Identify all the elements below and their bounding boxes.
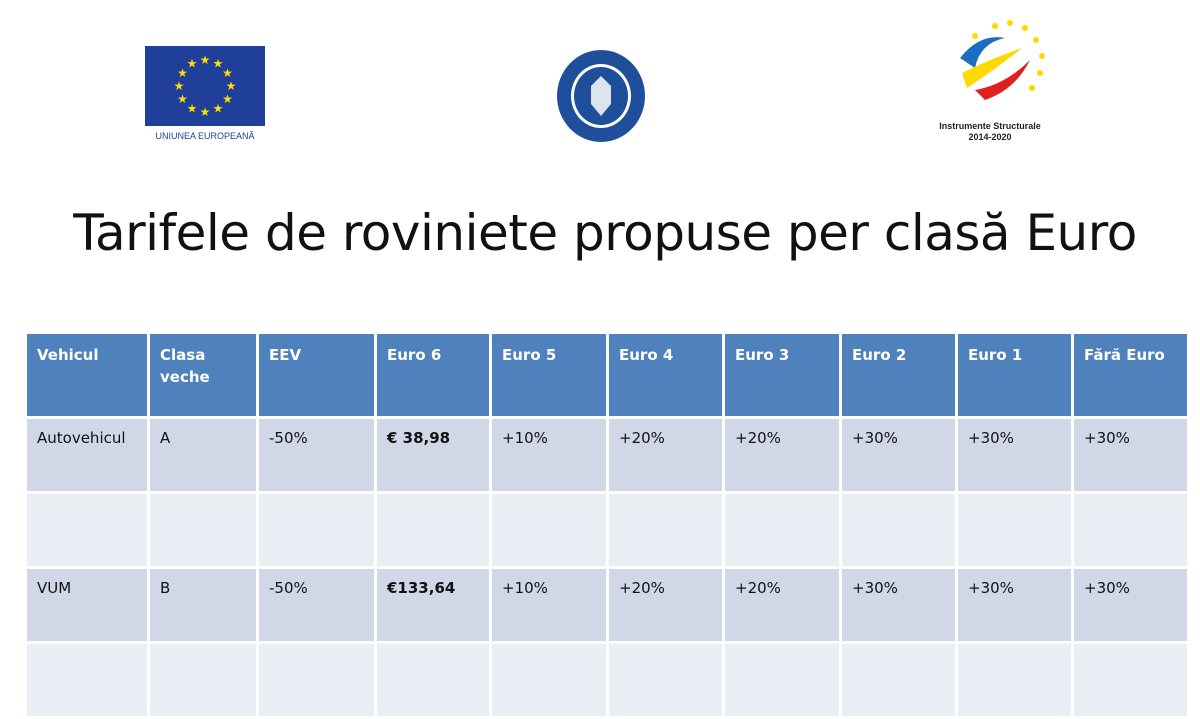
star-icon: ★: [177, 92, 188, 106]
table-row: [24, 641, 1190, 719]
structural-instruments-logo: [950, 18, 1060, 123]
star-icon: ★: [187, 56, 198, 70]
column-header: Euro 5: [489, 331, 609, 419]
table-cell: €133,64: [374, 566, 492, 644]
column-header: Euro 2: [839, 331, 958, 419]
table-cell: [722, 641, 842, 719]
table-cell: [489, 641, 609, 719]
table-cell: B: [147, 566, 259, 644]
table-cell: +30%: [1071, 566, 1190, 644]
table-cell: [955, 491, 1074, 569]
star-icon: ★: [177, 66, 188, 80]
slide-title: Tarifele de roviniete propuse per clasă …: [73, 204, 1137, 262]
table-cell: [256, 641, 377, 719]
eu-caption: UNIUNEA EUROPEANĂ: [155, 131, 255, 141]
table-row: [24, 491, 1190, 569]
table-cell: +30%: [839, 416, 958, 494]
star-icon: ★: [213, 102, 224, 116]
table-cell: +10%: [489, 566, 609, 644]
column-header: Fără Euro: [1071, 331, 1190, 419]
table-cell: [1071, 491, 1190, 569]
table-cell: [955, 641, 1074, 719]
romanian-government-seal-logo: [553, 48, 649, 149]
table-cell: [147, 641, 259, 719]
table-cell: [24, 641, 150, 719]
caption-line: Instrumente Structurale: [939, 121, 1041, 131]
table-cell: +10%: [489, 416, 609, 494]
star-icon: ★: [174, 79, 185, 93]
table-cell: € 38,98: [374, 416, 492, 494]
table-cell: A: [147, 416, 259, 494]
structural-instruments-caption: Instrumente Structurale 2014-2020: [920, 121, 1060, 143]
table-cell: [606, 641, 725, 719]
table-cell: [722, 491, 842, 569]
table-cell: [374, 641, 492, 719]
table-cell: +30%: [839, 566, 958, 644]
table-cell: -50%: [256, 416, 377, 494]
table-cell: [256, 491, 377, 569]
column-header: Euro 1: [955, 331, 1074, 419]
table-cell: +20%: [722, 566, 842, 644]
star-icon: ★: [200, 105, 211, 119]
star-icon: ★: [213, 56, 224, 70]
table-cell: [839, 491, 958, 569]
table-cell: [374, 491, 492, 569]
table-cell: +30%: [955, 416, 1074, 494]
column-header: Euro 4: [606, 331, 725, 419]
column-header: Clasa veche: [147, 331, 259, 419]
caption-line: 2014-2020: [968, 132, 1012, 142]
table-cell: +30%: [1071, 416, 1190, 494]
table-cell: Autovehicul: [24, 416, 150, 494]
table-cell: -50%: [256, 566, 377, 644]
table-row: VUM B -50% €133,64 +10% +20% +20% +30% +30% +30%: [24, 566, 1190, 644]
column-header: EEV: [256, 331, 377, 419]
column-header: Euro 6: [374, 331, 492, 419]
table-cell: VUM: [24, 566, 150, 644]
star-icon: ★: [226, 79, 237, 93]
table-cell: [839, 641, 958, 719]
table-cell: [1071, 641, 1190, 719]
table-row: Autovehicul A -50% € 38,98 +10% +20% +20% +30% +…: [24, 416, 1190, 494]
table-cell: +30%: [955, 566, 1074, 644]
table-cell: [147, 491, 259, 569]
star-icon: ★: [222, 92, 233, 106]
table-cell: [24, 491, 150, 569]
table-cell: +20%: [606, 416, 725, 494]
column-header: Euro 3: [722, 331, 842, 419]
column-header: Vehicul: [24, 331, 150, 419]
eu-flag-logo: ★ ★ ★ ★ ★ ★ ★ ★ ★ ★ ★ ★: [145, 46, 265, 126]
star-icon: ★: [222, 66, 233, 80]
star-icon: ★: [187, 102, 198, 116]
table-cell: +20%: [606, 566, 725, 644]
star-icon: ★: [200, 53, 211, 67]
table-cell: [489, 491, 609, 569]
table-cell: +20%: [722, 416, 842, 494]
table-cell: [606, 491, 725, 569]
